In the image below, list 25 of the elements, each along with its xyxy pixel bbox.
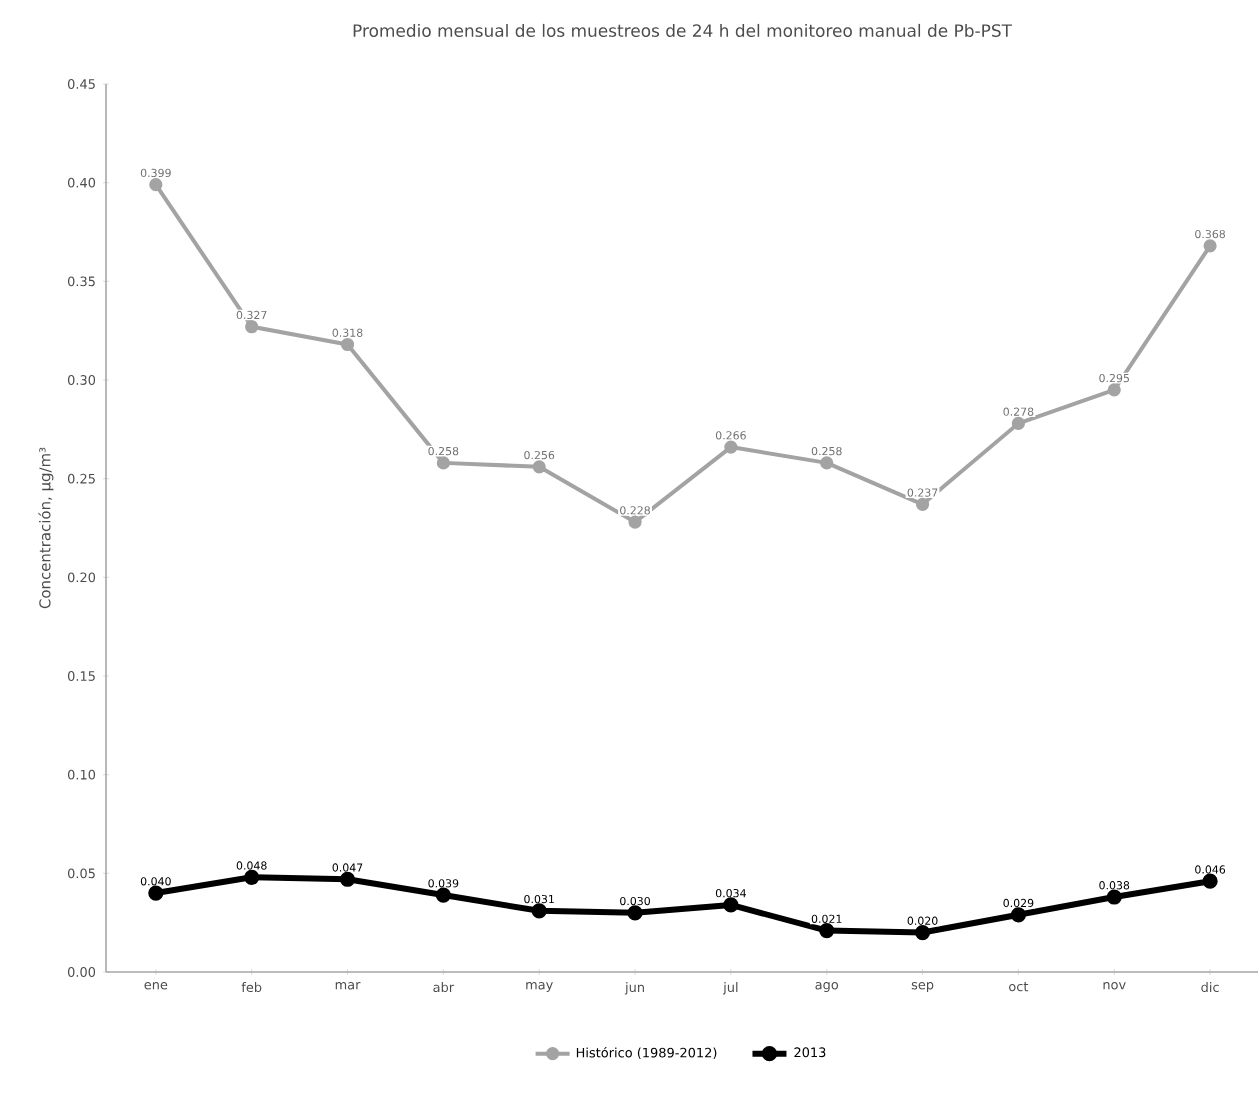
point	[914, 924, 931, 941]
point	[819, 922, 835, 939]
point	[1202, 873, 1218, 889]
point	[245, 320, 259, 334]
point	[1203, 239, 1217, 253]
point	[149, 178, 163, 192]
point	[531, 903, 547, 919]
point	[1106, 889, 1122, 905]
point	[724, 440, 738, 454]
chart-title: Promedio mensual de los muestreos de 24 h del monitoreo manual de Pb-PST	[353, 23, 1013, 38]
point	[915, 497, 930, 511]
point	[436, 456, 450, 470]
point	[1107, 383, 1121, 397]
point	[532, 460, 546, 474]
point	[244, 869, 260, 885]
point	[1011, 416, 1026, 431]
point	[148, 885, 164, 901]
point	[340, 337, 355, 352]
point	[820, 456, 834, 470]
point	[627, 905, 643, 921]
point	[339, 871, 356, 887]
point	[628, 515, 642, 529]
point	[435, 887, 451, 903]
point	[723, 897, 739, 913]
point	[1010, 907, 1027, 923]
